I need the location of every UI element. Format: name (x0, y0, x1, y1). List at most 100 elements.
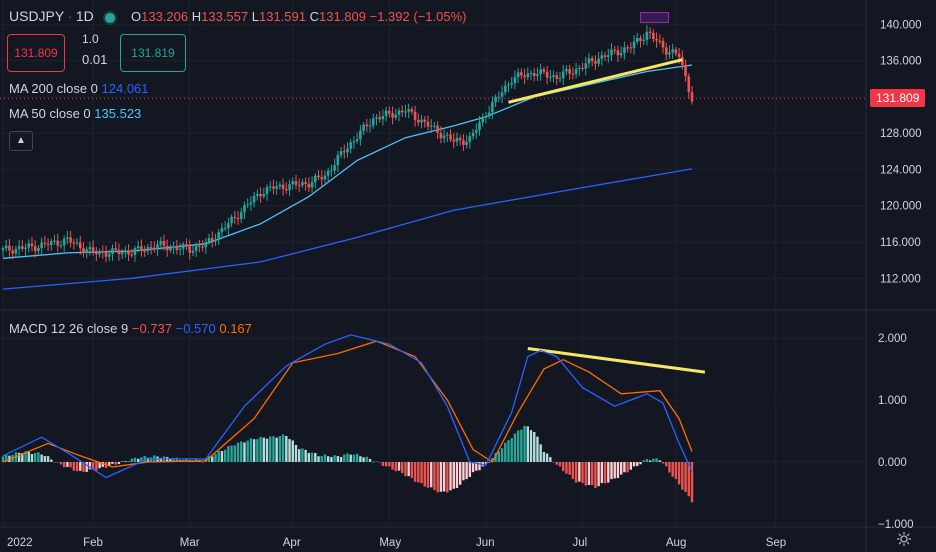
candle-body[interactable] (304, 182, 307, 185)
candle-body[interactable] (635, 37, 639, 42)
candle-body[interactable] (204, 241, 208, 248)
candle-body[interactable] (503, 85, 507, 93)
qty-bottom[interactable]: 0.01 (82, 52, 108, 67)
candle-body[interactable] (140, 246, 143, 251)
candle-body[interactable] (561, 71, 565, 79)
qty-top[interactable]: 1.0 (82, 32, 99, 46)
candle-body[interactable] (365, 124, 369, 127)
candle-body[interactable] (246, 204, 249, 206)
candle-body[interactable] (82, 248, 85, 253)
candle-body[interactable] (542, 69, 546, 72)
candle-body[interactable] (262, 194, 266, 197)
candle-body[interactable] (191, 250, 195, 253)
candle-body[interactable] (549, 76, 552, 78)
candle-body[interactable] (162, 241, 166, 246)
candle-body[interactable] (388, 110, 391, 114)
candle-body[interactable] (520, 72, 523, 76)
candle-body[interactable] (59, 245, 63, 247)
candle-body[interactable] (285, 188, 288, 191)
candle-body[interactable] (66, 237, 69, 239)
candle-body[interactable] (69, 237, 72, 243)
candle-body[interactable] (378, 117, 381, 120)
candle-body[interactable] (330, 170, 333, 172)
candle-body[interactable] (27, 243, 31, 248)
candle-body[interactable] (629, 47, 633, 49)
candle-body[interactable] (600, 55, 604, 59)
candle-body[interactable] (439, 132, 443, 139)
candle-body[interactable] (233, 216, 237, 218)
candle-body[interactable] (407, 109, 410, 112)
candle-body[interactable] (33, 246, 37, 252)
candle-body[interactable] (500, 92, 504, 97)
candles[interactable] (1, 25, 694, 263)
candle-body[interactable] (352, 141, 356, 143)
candle-body[interactable] (117, 249, 121, 255)
candle-body[interactable] (198, 246, 201, 248)
candle-body[interactable] (442, 135, 446, 139)
candle-body[interactable] (606, 55, 610, 57)
candle-body[interactable] (133, 248, 137, 255)
candle-body[interactable] (346, 148, 349, 153)
candle-body[interactable] (471, 132, 475, 137)
trendlines[interactable] (508, 12, 706, 374)
candle-body[interactable] (185, 244, 188, 247)
candle-body[interactable] (178, 248, 182, 250)
candle-body[interactable] (661, 40, 665, 48)
candle-body[interactable] (536, 74, 539, 76)
candle-body[interactable] (17, 246, 21, 249)
candle-body[interactable] (11, 250, 14, 254)
candle-body[interactable] (452, 139, 456, 142)
candle-body[interactable] (571, 73, 575, 75)
candle-body[interactable] (474, 130, 478, 133)
candle-body[interactable] (668, 52, 671, 55)
candle-body[interactable] (243, 205, 246, 213)
candle-body[interactable] (642, 39, 646, 41)
candle-body[interactable] (156, 244, 159, 250)
candle-body[interactable] (597, 58, 600, 64)
candle-body[interactable] (181, 244, 185, 249)
candle-body[interactable] (268, 186, 272, 188)
candle-body[interactable] (574, 69, 578, 74)
candle-body[interactable] (413, 111, 417, 120)
candle-body[interactable] (30, 243, 34, 247)
candle-body[interactable] (230, 216, 233, 224)
candle-body[interactable] (510, 83, 514, 85)
candle-body[interactable] (484, 116, 488, 118)
candle-body[interactable] (462, 140, 465, 145)
candle-body[interactable] (310, 182, 314, 188)
candle-body[interactable] (252, 195, 256, 203)
chevron-up-icon[interactable]: ▲ (9, 131, 33, 151)
candle-body[interactable] (652, 32, 655, 39)
candle-body[interactable] (417, 119, 420, 123)
candle-body[interactable] (565, 69, 568, 72)
candle-body[interactable] (278, 184, 282, 187)
candle-body[interactable] (194, 246, 198, 251)
candle-body[interactable] (400, 110, 404, 113)
candle-body[interactable] (623, 47, 626, 54)
candle-body[interactable] (655, 38, 658, 41)
candle-body[interactable] (603, 55, 607, 57)
ma50-label[interactable]: MA 50 close 0 (9, 106, 91, 121)
price-trendline[interactable] (508, 58, 683, 104)
candle-body[interactable] (449, 134, 452, 140)
candle-body[interactable] (291, 181, 295, 185)
candle-body[interactable] (275, 186, 278, 189)
candle-body[interactable] (513, 77, 517, 84)
candle-body[interactable] (288, 184, 291, 191)
candle-body[interactable] (355, 139, 359, 142)
candle-body[interactable] (281, 184, 285, 189)
candle-body[interactable] (468, 136, 472, 142)
candle-body[interactable] (165, 245, 169, 251)
symbol-name[interactable]: USDJPY (9, 8, 65, 24)
candle-body[interactable] (639, 37, 642, 41)
candle-body[interactable] (690, 92, 694, 102)
candle-body[interactable] (227, 223, 230, 229)
candle-body[interactable] (120, 252, 124, 255)
candle-body[interactable] (143, 250, 146, 252)
candle-body[interactable] (1, 248, 5, 251)
candle-body[interactable] (687, 76, 691, 93)
candle-body[interactable] (362, 124, 365, 131)
candle-body[interactable] (581, 67, 584, 69)
candle-body[interactable] (40, 242, 43, 249)
candle-body[interactable] (671, 49, 674, 53)
